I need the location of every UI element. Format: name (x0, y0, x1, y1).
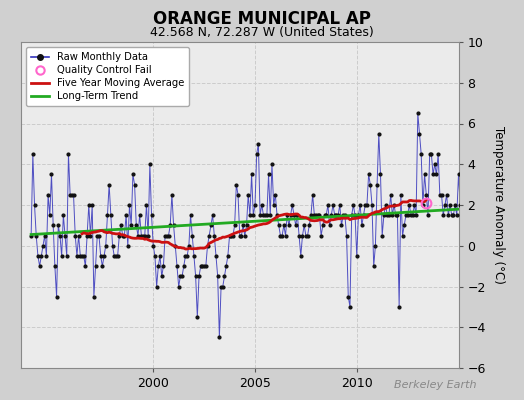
Text: ORANGE MUNICIPAL AP: ORANGE MUNICIPAL AP (153, 10, 371, 28)
Text: 42.568 N, 72.287 W (United States): 42.568 N, 72.287 W (United States) (150, 26, 374, 39)
Y-axis label: Temperature Anomaly (°C): Temperature Anomaly (°C) (493, 126, 505, 284)
Legend: Raw Monthly Data, Quality Control Fail, Five Year Moving Average, Long-Term Tren: Raw Monthly Data, Quality Control Fail, … (26, 47, 189, 106)
Text: Berkeley Earth: Berkeley Earth (395, 380, 477, 390)
